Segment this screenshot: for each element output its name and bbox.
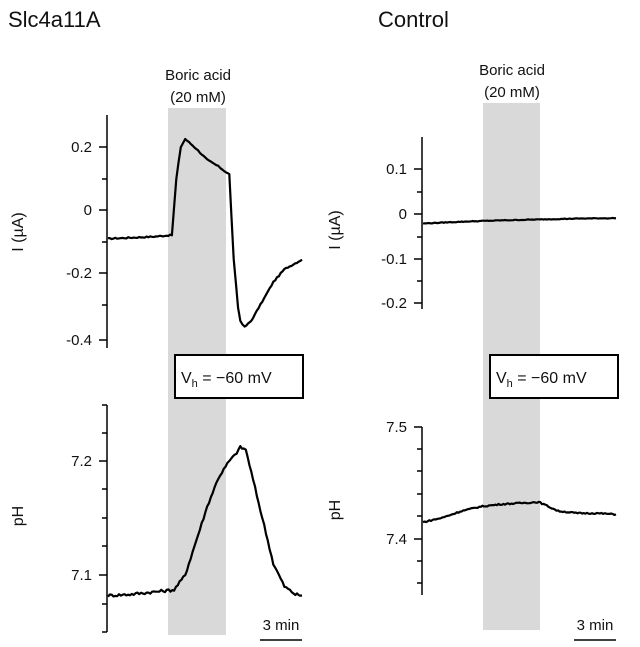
svg-text:Vh = −60 mV: Vh = −60 mV <box>496 370 587 390</box>
title-control: Control <box>378 7 449 32</box>
ytick-right-current: -0.1 <box>381 251 407 268</box>
ytick-left-current: -0.4 <box>66 332 92 349</box>
svg-text:Vh = −60 mV: Vh = −60 mV <box>181 370 272 390</box>
ph-trace-right <box>422 500 617 524</box>
concentration-label-right: (20 mM) <box>484 84 540 101</box>
ytick-right-current: 0 <box>399 206 407 223</box>
axis-ph-left <box>99 404 108 633</box>
ytick-right-ph: 7.4 <box>386 531 407 548</box>
title-slc4a11a: Slc4a11A <box>8 7 101 32</box>
scale-bar-label-left: 3 min <box>263 617 300 634</box>
ytick-right-current: 0.1 <box>386 161 407 178</box>
holding-potential-box-right: Vh = −60 mV <box>489 354 619 399</box>
ylabel-ph-left: pH <box>10 506 27 526</box>
ytick-left-current: 0 <box>84 202 92 219</box>
ytick-left-ph: 7.1 <box>71 567 92 584</box>
ph-trace-left <box>107 445 303 598</box>
axis-current-right <box>414 137 423 309</box>
ytick-left-current: -0.2 <box>66 265 92 282</box>
axis-ph-right <box>414 426 423 595</box>
current-trace-right <box>422 216 617 225</box>
axis-current-left <box>99 115 108 348</box>
current-trace-left <box>107 137 303 328</box>
concentration-label-left: (20 mM) <box>170 89 226 106</box>
ytick-left-ph: 7.2 <box>71 453 92 470</box>
boric-acid-label-right: Boric acid <box>479 62 545 79</box>
ylabel-current-left: I (µA) <box>10 212 27 251</box>
boric-acid-label-left: Boric acid <box>165 67 231 84</box>
ylabel-ph-right: pH <box>327 500 344 520</box>
ylabel-current-right: I (µA) <box>327 210 344 249</box>
holding-potential-box-left: Vh = −60 mV <box>174 354 304 399</box>
ytick-right-current: -0.2 <box>381 295 407 312</box>
ytick-right-ph: 7.5 <box>386 419 407 436</box>
scale-bar-label-right: 3 min <box>577 617 614 634</box>
ytick-left-current: 0.2 <box>71 139 92 156</box>
